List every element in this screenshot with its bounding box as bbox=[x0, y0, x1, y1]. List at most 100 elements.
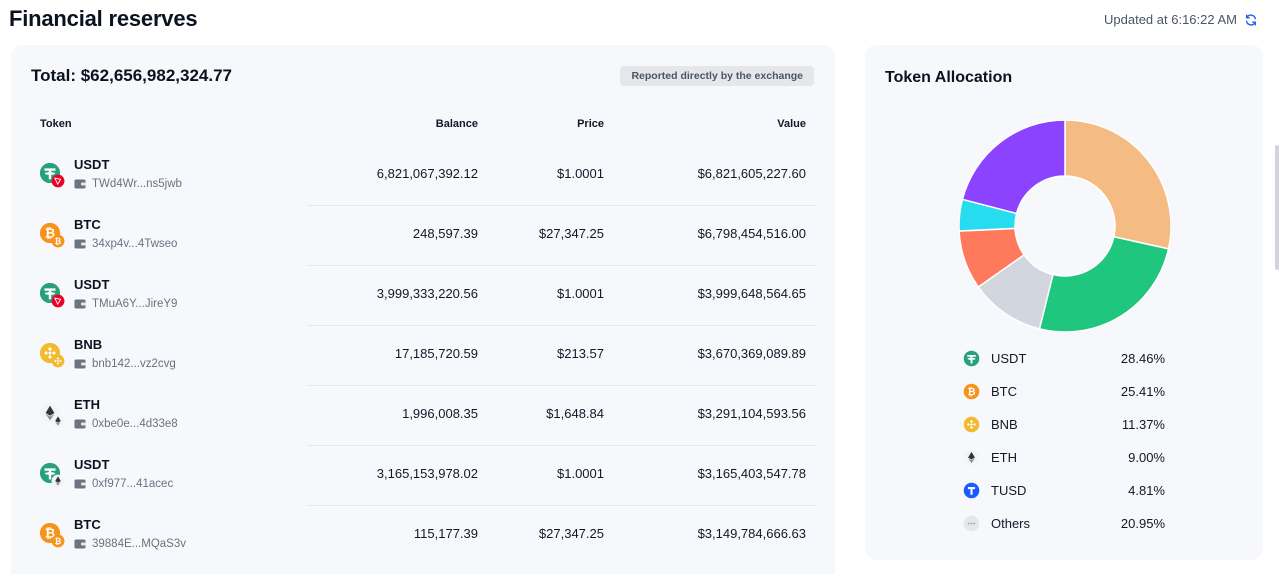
legend-percent: 28.46% bbox=[1120, 351, 1165, 366]
wallet-address[interactable]: TWd4Wr...ns5jwb bbox=[74, 178, 182, 190]
reserves-card: Total: $62,656,982,324.77 Reported direc… bbox=[11, 45, 835, 574]
wallet-icon bbox=[74, 419, 86, 429]
value-cell: $3,999,648,564.65 bbox=[697, 286, 806, 301]
wallet-icon bbox=[74, 299, 86, 309]
balance-cell: 1,996,008.35 bbox=[402, 406, 478, 421]
wallet-icon bbox=[74, 539, 86, 549]
updated-label: Updated at 6:16:22 AM bbox=[1104, 12, 1237, 27]
legend-item-bnb: BNB 11.37% bbox=[963, 414, 1165, 447]
table-row[interactable]: USDT 0xf977...41acec 3,165,153,978.02 $1.00… bbox=[31, 445, 815, 505]
legend-item-usdt: USDT 28.46% bbox=[963, 348, 1165, 381]
eth-icon bbox=[51, 474, 65, 488]
donut-slice-btc[interactable] bbox=[1038, 235, 1170, 332]
column-header-token: Token bbox=[40, 118, 72, 130]
wallet-address-text: TWd4Wr...ns5jwb bbox=[92, 178, 182, 190]
token-icon-group bbox=[39, 462, 65, 488]
wallet-address[interactable]: 39884E...MQaS3v bbox=[74, 538, 186, 550]
token-name: USDT bbox=[74, 157, 110, 172]
balance-cell: 3,165,153,978.02 bbox=[376, 466, 478, 481]
reserves-table: USDT TWd4Wr...ns5jwb 6,821,067,392.12 $1.00… bbox=[31, 145, 815, 565]
value-cell: $3,165,403,547.78 bbox=[697, 466, 806, 481]
table-header: Token Balance Price Value bbox=[31, 117, 815, 133]
svg-text:₿: ₿ bbox=[45, 227, 55, 242]
updated-status: Updated at 6:16:22 AM bbox=[1104, 12, 1258, 27]
tusd-icon bbox=[963, 482, 980, 499]
wallet-icon bbox=[74, 359, 86, 369]
total-reserves: Total: $62,656,982,324.77 bbox=[31, 66, 232, 85]
svg-text:₿: ₿ bbox=[55, 536, 62, 546]
balance-cell: 115,177.39 bbox=[413, 526, 478, 541]
value-cell: $3,670,369,089.89 bbox=[697, 346, 806, 361]
wallet-address-text: 34xp4v...4Twseo bbox=[92, 238, 178, 250]
legend-item-eth: ETH 9.00% bbox=[963, 447, 1165, 480]
legend-percent: 9.00% bbox=[1128, 450, 1165, 465]
donut-slice-usdt[interactable] bbox=[1064, 120, 1171, 250]
token-icon-group: ₿ ₿ bbox=[39, 522, 65, 548]
btc-icon: ₿ bbox=[51, 534, 65, 548]
allocation-title: Token Allocation bbox=[885, 69, 1013, 86]
price-cell: $1.0001 bbox=[557, 286, 604, 301]
column-header-price: Price bbox=[577, 118, 604, 130]
column-header-value: Value bbox=[777, 118, 806, 130]
legend-item-btc: ₿ BTC 25.41% bbox=[963, 381, 1165, 414]
token-name: USDT bbox=[74, 277, 110, 292]
price-cell: $27,347.25 bbox=[538, 226, 604, 241]
legend-label: USDT bbox=[991, 351, 1027, 366]
token-icon-group: ₿ ₿ bbox=[39, 222, 65, 248]
btc-icon: ₿ bbox=[963, 383, 980, 400]
wallet-address-text: 0xf977...41acec bbox=[92, 478, 174, 490]
wallet-address-text: TMuA6Y...JireY9 bbox=[92, 298, 178, 310]
allocation-card: Token Allocation USDT 28.46% ₿ BTC 25.41% BNB… bbox=[865, 45, 1263, 560]
token-name: BTC bbox=[74, 517, 101, 532]
table-row[interactable]: USDT TMuA6Y...JireY9 3,999,333,220.56 $1.00… bbox=[31, 265, 815, 325]
legend-label: BTC bbox=[991, 384, 1017, 399]
wallet-icon bbox=[74, 179, 86, 189]
wallet-address[interactable]: 0xbe0e...4d33e8 bbox=[74, 418, 178, 430]
wallet-icon bbox=[74, 239, 86, 249]
table-row[interactable]: ETH 0xbe0e...4d33e8 1,996,008.35 $1,648.84 $… bbox=[31, 385, 815, 445]
tron-icon bbox=[51, 294, 65, 308]
refresh-icon[interactable] bbox=[1244, 13, 1258, 27]
token-icon-group bbox=[39, 402, 65, 428]
allocation-donut-chart bbox=[959, 120, 1171, 332]
token-icon-group bbox=[39, 342, 65, 368]
btc-icon: ₿ bbox=[51, 234, 65, 248]
page-title: Financial reserves bbox=[9, 6, 198, 31]
donut-slice-others[interactable] bbox=[961, 120, 1066, 215]
table-row[interactable]: ₿ ₿ BTC 39884E...MQaS3v 115,177.39 $27,347.25… bbox=[31, 505, 815, 565]
value-cell: $6,798,454,516.00 bbox=[697, 226, 806, 241]
wallet-address[interactable]: 0xf977...41acec bbox=[74, 478, 173, 490]
eth-icon bbox=[963, 449, 980, 466]
table-row[interactable]: BNB bnb142...vz2cvg 17,185,720.59 $213.57 $3… bbox=[31, 325, 815, 385]
table-row[interactable]: USDT TWd4Wr...ns5jwb 6,821,067,392.12 $1.00… bbox=[31, 145, 815, 205]
scrollbar[interactable] bbox=[1275, 145, 1279, 270]
balance-cell: 17,185,720.59 bbox=[394, 346, 478, 361]
wallet-address[interactable]: bnb142...vz2cvg bbox=[74, 358, 176, 370]
legend-label: Others bbox=[991, 516, 1031, 531]
balance-cell: 248,597.39 bbox=[412, 226, 478, 241]
balance-cell: 6,821,067,392.12 bbox=[376, 166, 478, 181]
wallet-icon bbox=[74, 479, 86, 489]
legend-item-tusd: TUSD 4.81% bbox=[963, 480, 1165, 513]
tron-icon bbox=[51, 174, 65, 188]
legend-percent: 25.41% bbox=[1120, 384, 1165, 399]
svg-text:₿: ₿ bbox=[967, 387, 975, 398]
value-cell: $3,291,104,593.56 bbox=[697, 406, 806, 421]
wallet-address-text: 39884E...MQaS3v bbox=[92, 538, 186, 550]
table-row[interactable]: ₿ ₿ BTC 34xp4v...4Twseo 248,597.39 $27,347.25… bbox=[31, 205, 815, 265]
bnb-icon bbox=[51, 354, 65, 368]
svg-text:₿: ₿ bbox=[55, 236, 62, 246]
price-cell: $1.0001 bbox=[557, 466, 604, 481]
bnb-icon bbox=[963, 416, 980, 433]
wallet-address[interactable]: TMuA6Y...JireY9 bbox=[74, 298, 177, 310]
value-cell: $6,821,605,227.60 bbox=[697, 166, 806, 181]
others-icon bbox=[963, 515, 980, 532]
legend-label: BNB bbox=[991, 417, 1018, 432]
token-name: BTC bbox=[74, 217, 101, 232]
token-name: ETH bbox=[74, 397, 100, 412]
wallet-address[interactable]: 34xp4v...4Twseo bbox=[74, 238, 177, 250]
value-cell: $3,149,784,666.63 bbox=[697, 526, 806, 541]
price-cell: $1.0001 bbox=[557, 166, 604, 181]
price-cell: $27,347.25 bbox=[538, 526, 604, 541]
legend-percent: 20.95% bbox=[1120, 516, 1165, 531]
